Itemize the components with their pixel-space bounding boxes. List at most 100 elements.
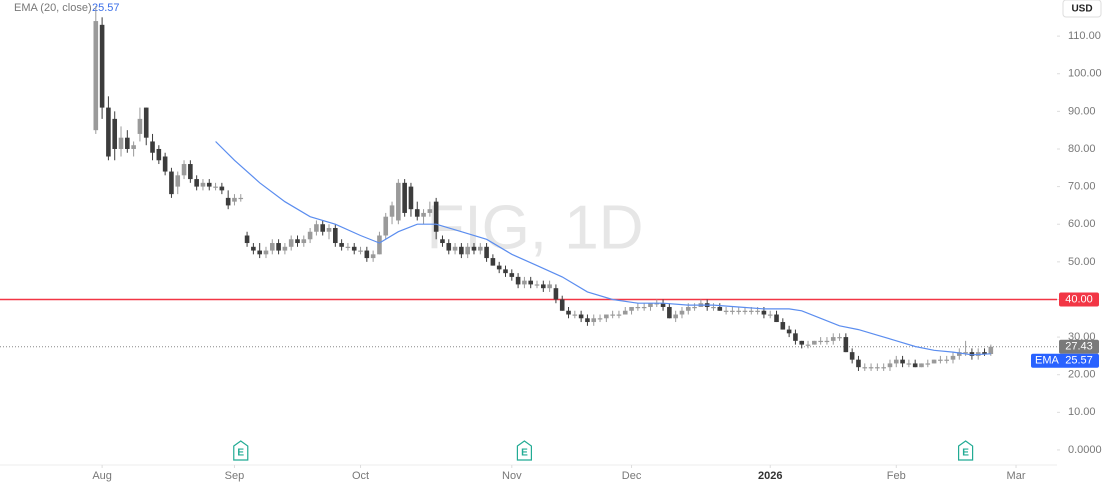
indicator-value: 25.57 bbox=[92, 2, 120, 14]
candle-body bbox=[818, 340, 823, 343]
candle-body bbox=[320, 224, 326, 232]
candle-body bbox=[301, 239, 307, 244]
candle-body bbox=[396, 182, 401, 221]
candle-body bbox=[685, 306, 691, 311]
candle-body bbox=[383, 216, 389, 236]
candle-body bbox=[99, 24, 105, 108]
candle-body bbox=[585, 318, 590, 323]
candle-body bbox=[131, 145, 136, 149]
candle-body bbox=[793, 333, 798, 341]
candle-body bbox=[433, 201, 439, 232]
price-line-badge bbox=[1059, 292, 1099, 307]
candle-body bbox=[213, 186, 218, 188]
y-tick-label: 60.00 bbox=[1068, 218, 1096, 230]
candle-body bbox=[774, 314, 779, 323]
candle-body bbox=[547, 284, 552, 289]
candle-body bbox=[622, 310, 628, 315]
candle-body bbox=[843, 337, 849, 353]
candle-body bbox=[257, 250, 262, 255]
candle-body bbox=[912, 363, 918, 368]
ema-badge-value: 25.57 bbox=[1065, 355, 1093, 367]
candle-body bbox=[667, 306, 672, 319]
candle-body bbox=[648, 303, 653, 307]
candle-body bbox=[635, 306, 641, 309]
ema-line bbox=[215, 141, 991, 356]
x-tick-label: 2026 bbox=[758, 470, 782, 482]
candle-body bbox=[358, 250, 363, 252]
candle-body bbox=[931, 359, 937, 364]
y-tick-label: 110.00 bbox=[1068, 30, 1101, 42]
candle-body bbox=[118, 137, 124, 149]
candle-body bbox=[988, 346, 994, 355]
candle-body bbox=[749, 310, 754, 312]
candle-body bbox=[837, 337, 842, 339]
candle-body bbox=[963, 352, 968, 354]
x-tick-label: Feb bbox=[887, 470, 906, 482]
y-tick-label: 20.00 bbox=[1068, 369, 1096, 381]
earnings-icon[interactable] bbox=[958, 440, 974, 461]
currency[interactable]: USD bbox=[1071, 4, 1092, 15]
price-line-label: 40.00 bbox=[1065, 293, 1093, 305]
earnings-icon[interactable] bbox=[233, 440, 249, 461]
candle-body bbox=[522, 280, 527, 285]
y-tick-label: 0.0000 bbox=[1068, 444, 1102, 456]
candle-body bbox=[660, 303, 666, 307]
earnings-label[interactable]: E bbox=[521, 448, 528, 459]
candle-body bbox=[459, 246, 464, 255]
candle-body bbox=[812, 340, 817, 345]
candle-body bbox=[900, 359, 905, 364]
candle-body bbox=[427, 209, 433, 213]
candle-body bbox=[982, 352, 987, 355]
candle-body bbox=[402, 182, 407, 213]
last-price-badge bbox=[1059, 339, 1099, 354]
candle-body bbox=[200, 182, 206, 187]
candle-body bbox=[295, 239, 300, 244]
candle-body bbox=[503, 269, 508, 274]
candle-body bbox=[188, 164, 193, 180]
y-tick-label: 90.00 bbox=[1068, 105, 1096, 117]
candle-body bbox=[887, 363, 893, 368]
candle-body bbox=[219, 186, 225, 191]
candle-body bbox=[112, 118, 118, 149]
earnings-icon[interactable] bbox=[516, 440, 533, 461]
candle-body bbox=[711, 306, 716, 309]
candle-body bbox=[856, 359, 861, 368]
candle-body bbox=[351, 246, 357, 251]
candle-body bbox=[875, 367, 880, 369]
candle-body bbox=[673, 314, 678, 319]
candle-body bbox=[452, 246, 458, 251]
candle-body bbox=[194, 179, 199, 187]
candle-body bbox=[496, 265, 502, 270]
candle-body bbox=[881, 367, 886, 369]
x-tick-label: Aug bbox=[92, 470, 112, 482]
candle-body bbox=[723, 310, 729, 312]
candle-body bbox=[566, 310, 571, 315]
y-tick-label: 70.00 bbox=[1068, 181, 1096, 193]
candle-body bbox=[421, 212, 426, 217]
candle-body bbox=[175, 175, 181, 187]
y-tick-label: 10.00 bbox=[1068, 406, 1096, 418]
candle-body bbox=[125, 137, 130, 149]
candle-body bbox=[755, 310, 760, 312]
candle-body bbox=[408, 186, 414, 210]
candle-body bbox=[597, 318, 603, 320]
earnings-label[interactable]: E bbox=[962, 448, 969, 459]
candle-body bbox=[484, 246, 489, 259]
candle-body bbox=[824, 340, 830, 343]
candle-body bbox=[799, 340, 805, 345]
x-tick-label: Oct bbox=[352, 470, 369, 482]
candle-body bbox=[414, 209, 420, 217]
x-tick-label: Sep bbox=[225, 470, 245, 482]
candle-body bbox=[471, 246, 477, 251]
candle-body bbox=[465, 246, 470, 255]
candle-body bbox=[830, 337, 836, 341]
earnings-label[interactable]: E bbox=[237, 448, 244, 459]
candle-body bbox=[578, 314, 584, 319]
candle-body bbox=[339, 243, 344, 247]
candle-body bbox=[143, 107, 149, 138]
ema-badge-name: EMA bbox=[1035, 355, 1060, 367]
candle-body bbox=[370, 254, 376, 259]
candle-body bbox=[288, 239, 294, 247]
currency-box bbox=[1062, 0, 1102, 18]
